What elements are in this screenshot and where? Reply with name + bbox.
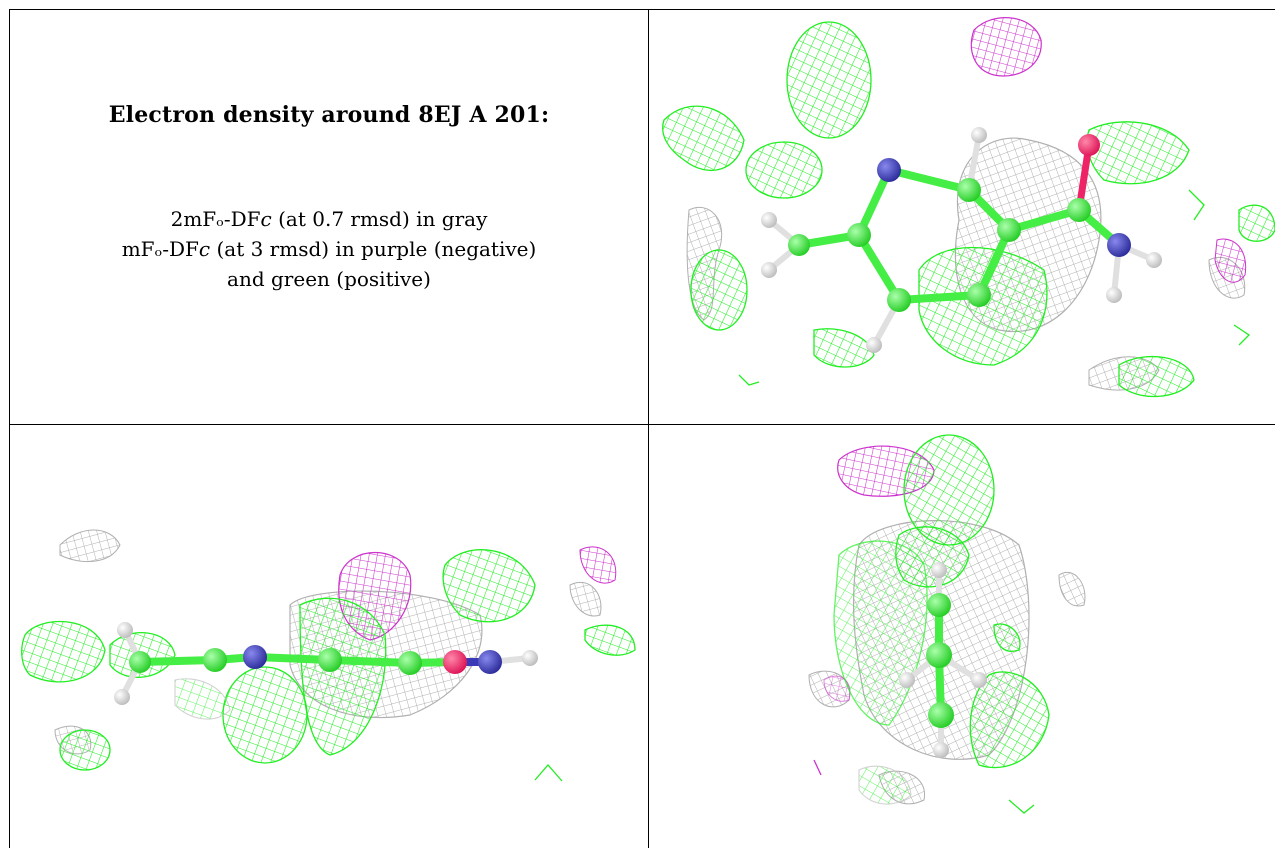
figure-title: Electron density around 8EJ A 201: bbox=[108, 102, 550, 128]
ligand-ball-and-stick bbox=[114, 622, 538, 705]
density-view-side bbox=[21, 529, 636, 782]
caption-cell: Electron density around 8EJ A 201: 2mFₒ-… bbox=[10, 10, 648, 424]
density-panel-side-view bbox=[10, 425, 648, 848]
legend-line-fofc: mFₒ-DF𝑐 (at 3 rmsd) in purple (negative) bbox=[121, 237, 537, 261]
map-legend: 2mFₒ-DF𝑐 (at 0.7 rmsd) in gray mFₒ-DF𝑐 (… bbox=[10, 204, 648, 294]
density-panel-top-view bbox=[649, 10, 1275, 424]
legend-line-2fofc: 2mFₒ-DF𝑐 (at 0.7 rmsd) in gray bbox=[170, 207, 488, 231]
ligand-ball-and-stick bbox=[761, 127, 1162, 353]
density-view-top bbox=[662, 17, 1275, 398]
legend-line-fofc-positive: and green (positive) bbox=[227, 267, 431, 291]
grid-vertical-divider bbox=[648, 9, 649, 848]
purple-mesh-negative bbox=[970, 17, 1247, 283]
figure-grid bbox=[9, 9, 1275, 848]
ligand-ball-and-stick bbox=[899, 562, 987, 758]
green-mesh-positive bbox=[813, 434, 1050, 814]
density-panel-end-on-view bbox=[649, 425, 1275, 848]
density-view-end-on bbox=[808, 434, 1086, 814]
green-mesh-positive bbox=[21, 549, 636, 782]
grid-horizontal-divider bbox=[9, 424, 1275, 425]
green-mesh-positive bbox=[662, 21, 1275, 398]
